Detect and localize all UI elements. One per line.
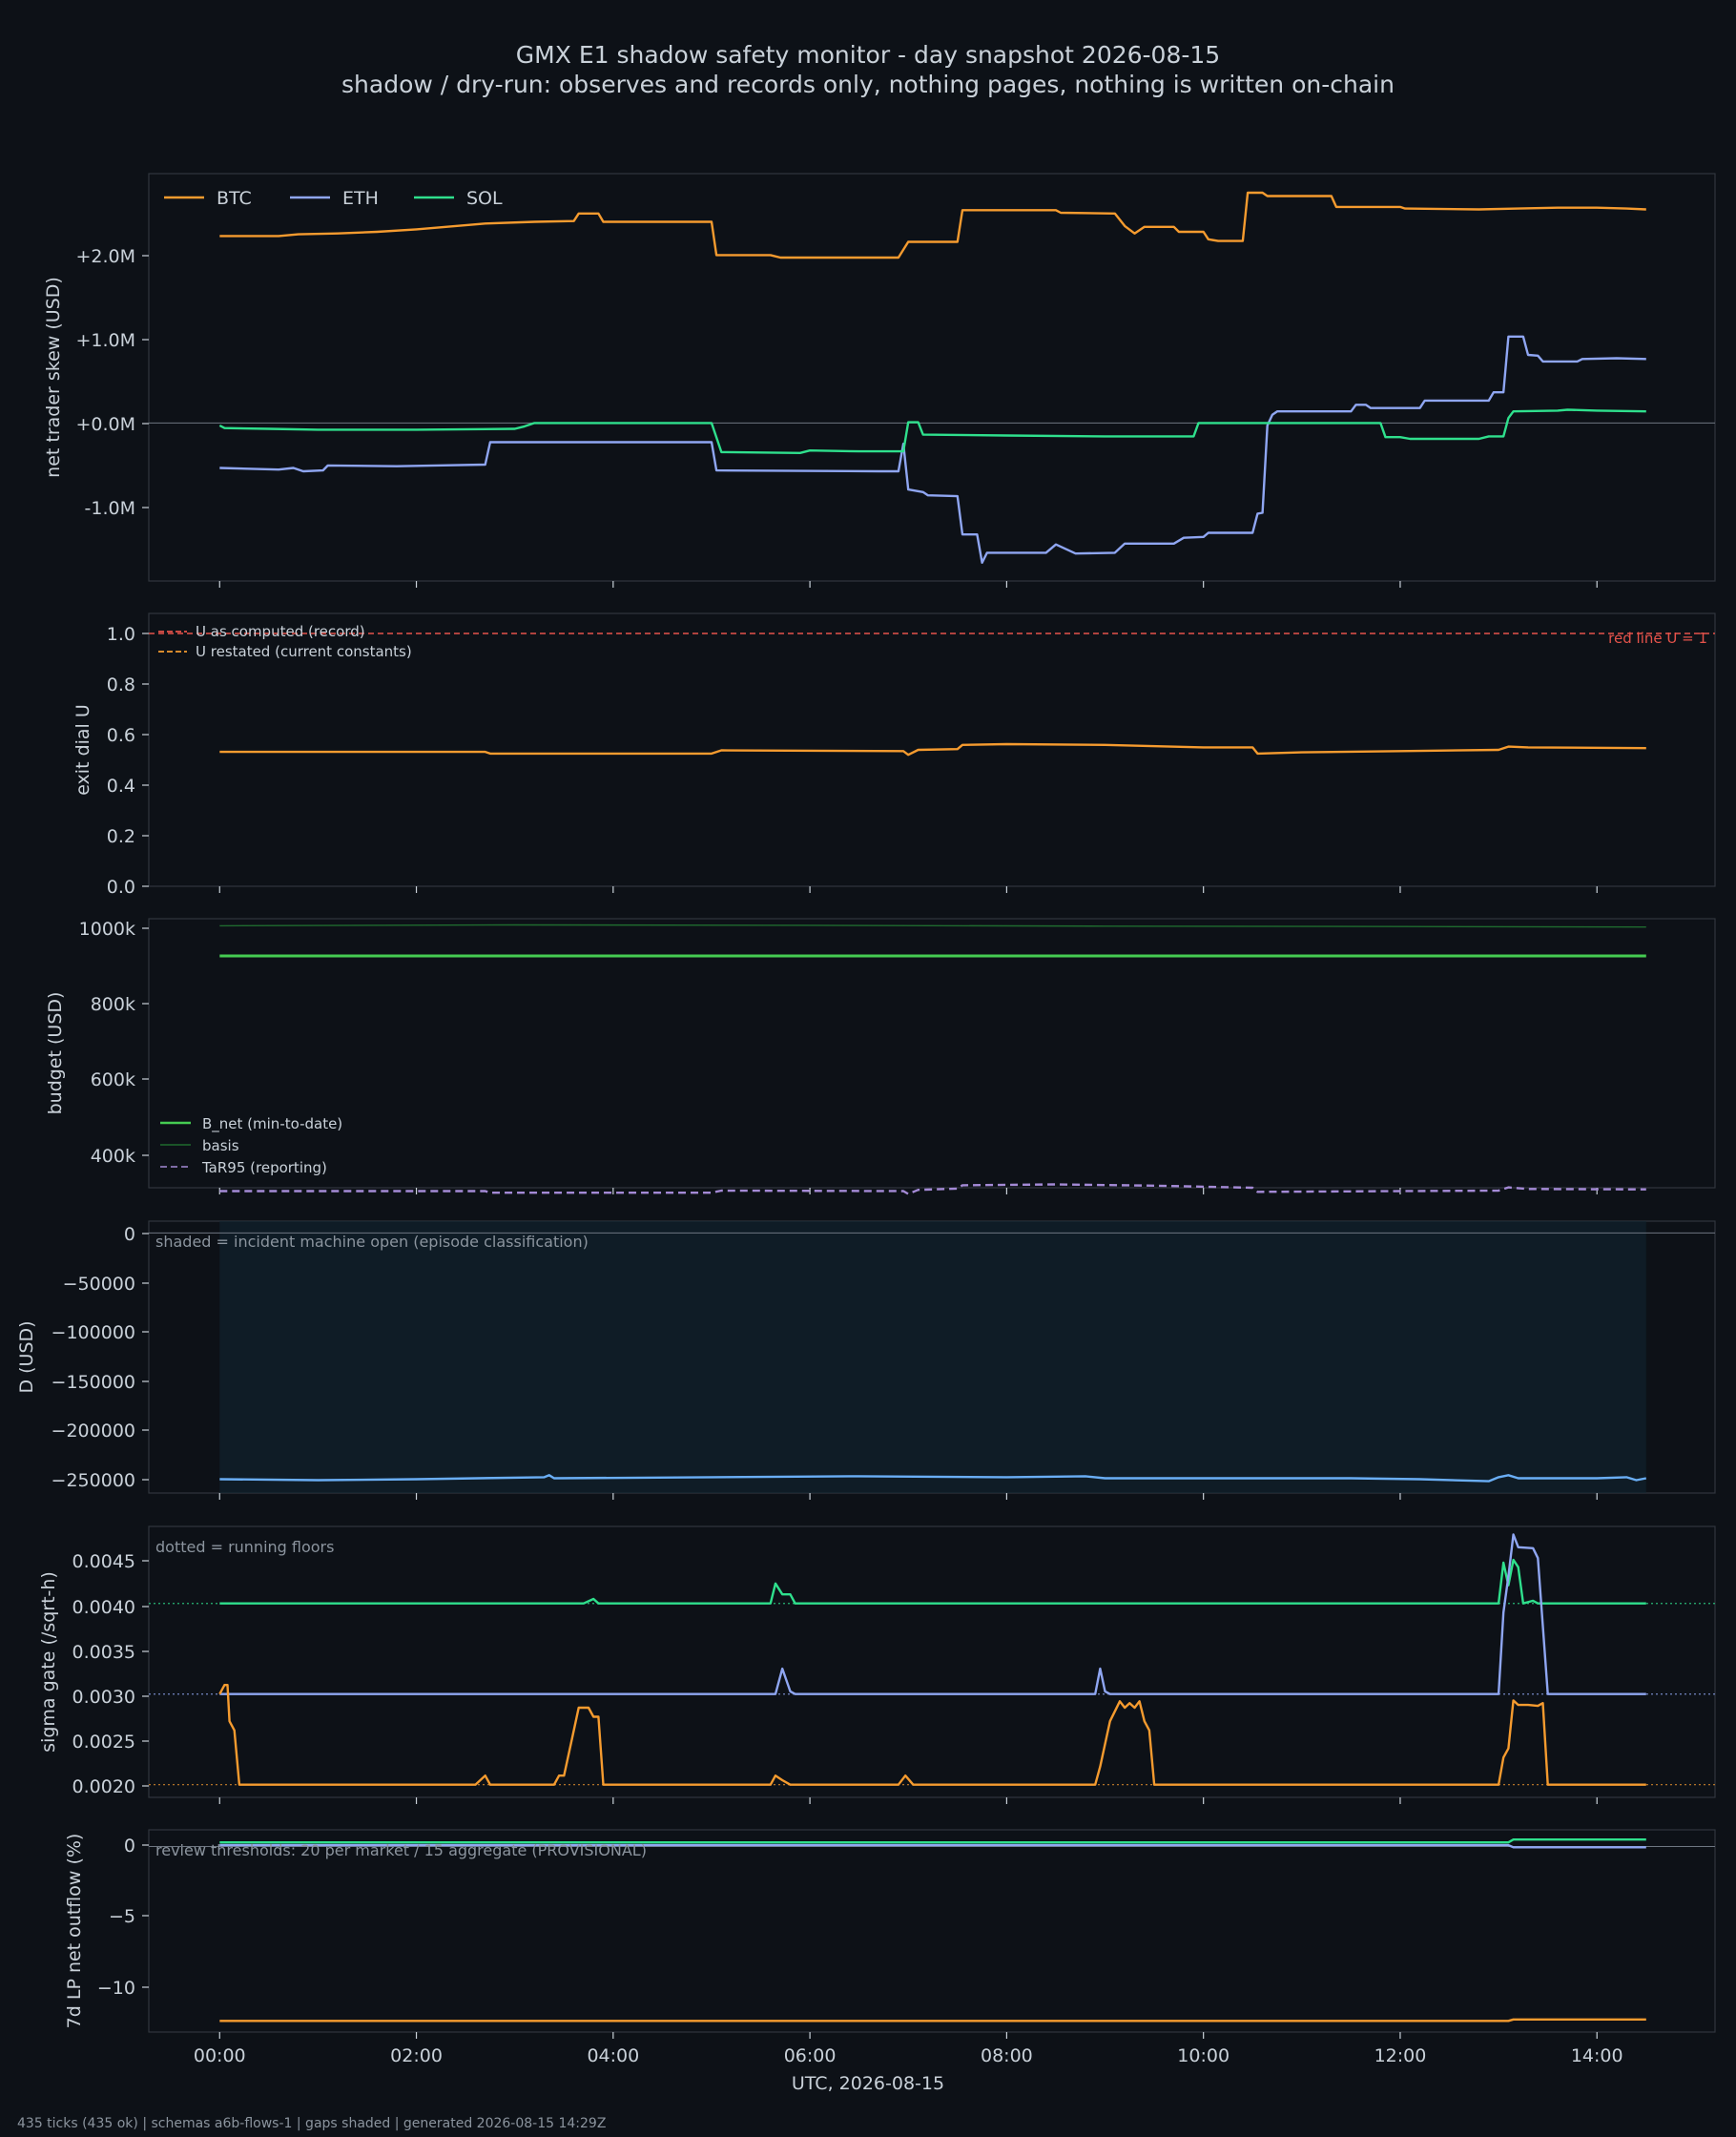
series-line-btc bbox=[218, 1683, 1646, 1786]
y-tick-label: +1.0M bbox=[75, 330, 135, 351]
y-tick-label: 0.0035 bbox=[72, 1642, 135, 1663]
panel-5: 0.0045 0.0040 0.0035 0.0030 0.0025 0.0020 sigm… bbox=[38, 1525, 1716, 1804]
panels: +2.0M +1.0M +0.0M -1.0M net trader skew (USD… bbox=[16, 173, 1716, 2066]
panel-annotation: review thresholds: 20 per market / 15 ag… bbox=[155, 1841, 647, 1859]
y-tick-label: 0.0020 bbox=[72, 1776, 135, 1797]
y-tick-label: 0 bbox=[124, 1836, 135, 1857]
legend-entry: BTC bbox=[217, 188, 252, 209]
series-line-eth bbox=[219, 335, 1646, 564]
legend-entry: U restated (current constants) bbox=[196, 643, 412, 660]
x-tick-label: 02:00 bbox=[390, 2045, 443, 2066]
red-line-label: red line U = 1 bbox=[1608, 630, 1707, 647]
y-tick-label: −5 bbox=[109, 1906, 135, 1927]
y-tick-label: 0.0 bbox=[107, 877, 135, 898]
y-tick-label: −250000 bbox=[52, 1470, 135, 1491]
series-line-btc bbox=[219, 2018, 1646, 2023]
y-tick-label: −150000 bbox=[52, 1372, 135, 1393]
series-line-sol bbox=[219, 1837, 1646, 1844]
y-tick-label: 0.4 bbox=[107, 776, 135, 797]
y-tick-label: 1000k bbox=[79, 919, 135, 940]
panel-frame bbox=[148, 1525, 1716, 1798]
y-tick-label: -1.0M bbox=[85, 498, 135, 519]
incident-shade bbox=[219, 1221, 1646, 1493]
y-tick-label: −100000 bbox=[52, 1322, 135, 1343]
panel-6: 0 −5 −10 7d LP net outflow (%) review thresh… bbox=[64, 1829, 1716, 2039]
x-tick-label: 08:00 bbox=[981, 2045, 1033, 2066]
y-tick-label: +0.0M bbox=[75, 414, 135, 435]
legend-entry: TaR95 (reporting) bbox=[201, 1159, 327, 1176]
footer-status: 435 ticks (435 ok) | schemas a6b-flows-1… bbox=[17, 2116, 606, 2131]
y-tick-label: 0.0045 bbox=[72, 1551, 135, 1572]
x-tick-label: 14:00 bbox=[1571, 2045, 1623, 2066]
panel-frame bbox=[148, 918, 1716, 1189]
panel-3: 1000k 800k 600k 400k budget (USD) B_net (min-… bbox=[45, 918, 1716, 1195]
y-axis-label: sigma gate (/sqrt-h) bbox=[38, 1571, 59, 1753]
figure-subtitle: shadow / dry-run: observes and records o… bbox=[341, 71, 1395, 98]
legend-entry: ETH bbox=[342, 188, 379, 209]
x-tick-label: 06:00 bbox=[784, 2045, 837, 2066]
series-line-u bbox=[219, 742, 1646, 757]
series-line-sol bbox=[219, 1558, 1646, 1605]
y-tick-label: −200000 bbox=[52, 1421, 135, 1442]
y-axis-label: exit dial U bbox=[72, 704, 93, 796]
legend-entry: B_net (min-to-date) bbox=[202, 1115, 342, 1133]
y-tick-label: +2.0M bbox=[75, 246, 135, 267]
y-tick-label: 400k bbox=[91, 1146, 135, 1167]
legend-entry: SOL bbox=[466, 188, 503, 209]
panel-annotation: shaded = incident machine open (episode … bbox=[155, 1233, 589, 1251]
y-tick-label: 1.0 bbox=[107, 624, 135, 645]
x-tick-label: 10:00 bbox=[1177, 2045, 1230, 2066]
series-line-basis bbox=[219, 923, 1646, 928]
legend-entry: U as computed (record) bbox=[196, 623, 365, 640]
y-axis-label: net trader skew (USD) bbox=[43, 277, 64, 478]
x-tick-label: 12:00 bbox=[1374, 2045, 1427, 2066]
panel-annotation: dotted = running floors bbox=[155, 1538, 334, 1556]
y-tick-label: 0.6 bbox=[107, 725, 135, 746]
panel-4: 0 −50000 −100000 −150000 −200000 −250000 D (US… bbox=[16, 1220, 1716, 1500]
y-tick-label: 0.0030 bbox=[72, 1687, 135, 1708]
y-axis-label: budget (USD) bbox=[45, 992, 66, 1115]
series-line-btc bbox=[219, 191, 1646, 259]
y-tick-label: 0.0040 bbox=[72, 1597, 135, 1618]
y-axis-label: D (USD) bbox=[16, 1320, 37, 1393]
panel-frame bbox=[148, 1829, 1716, 2033]
x-tick-label: 04:00 bbox=[587, 2045, 639, 2066]
panel-2: 1.0 0.8 0.6 0.4 0.2 0.0 exit dial U red line U … bbox=[72, 612, 1716, 898]
y-tick-label: −50000 bbox=[63, 1274, 135, 1295]
y-axis-label: 7d LP net outflow (%) bbox=[64, 1834, 85, 2029]
x-axis-label: UTC, 2026-08-15 bbox=[792, 2073, 944, 2094]
y-tick-label: 0.2 bbox=[107, 826, 135, 847]
series-line-sol bbox=[218, 408, 1646, 454]
y-tick-label: 600k bbox=[91, 1069, 135, 1090]
x-tick-label: 00:00 bbox=[194, 2045, 246, 2066]
series-line-tar95 bbox=[219, 1183, 1646, 1195]
figure-title: GMX E1 shadow safety monitor - day snaps… bbox=[516, 41, 1220, 69]
y-tick-label: 800k bbox=[91, 994, 135, 1015]
y-tick-label: −10 bbox=[97, 1978, 135, 1999]
panel-1: +2.0M +1.0M +0.0M -1.0M net trader skew (USD… bbox=[43, 173, 1716, 588]
panel-frame bbox=[148, 612, 1716, 887]
panel-frame bbox=[148, 173, 1716, 582]
y-tick-label: 0.8 bbox=[107, 674, 135, 695]
y-tick-label: 0.0025 bbox=[72, 1732, 135, 1753]
y-tick-label: 0 bbox=[124, 1224, 135, 1245]
series-line-eth bbox=[219, 1533, 1646, 1695]
series-line-eth bbox=[219, 1843, 1646, 1849]
series-line-d bbox=[219, 1474, 1647, 1483]
legend-entry: basis bbox=[202, 1137, 239, 1154]
